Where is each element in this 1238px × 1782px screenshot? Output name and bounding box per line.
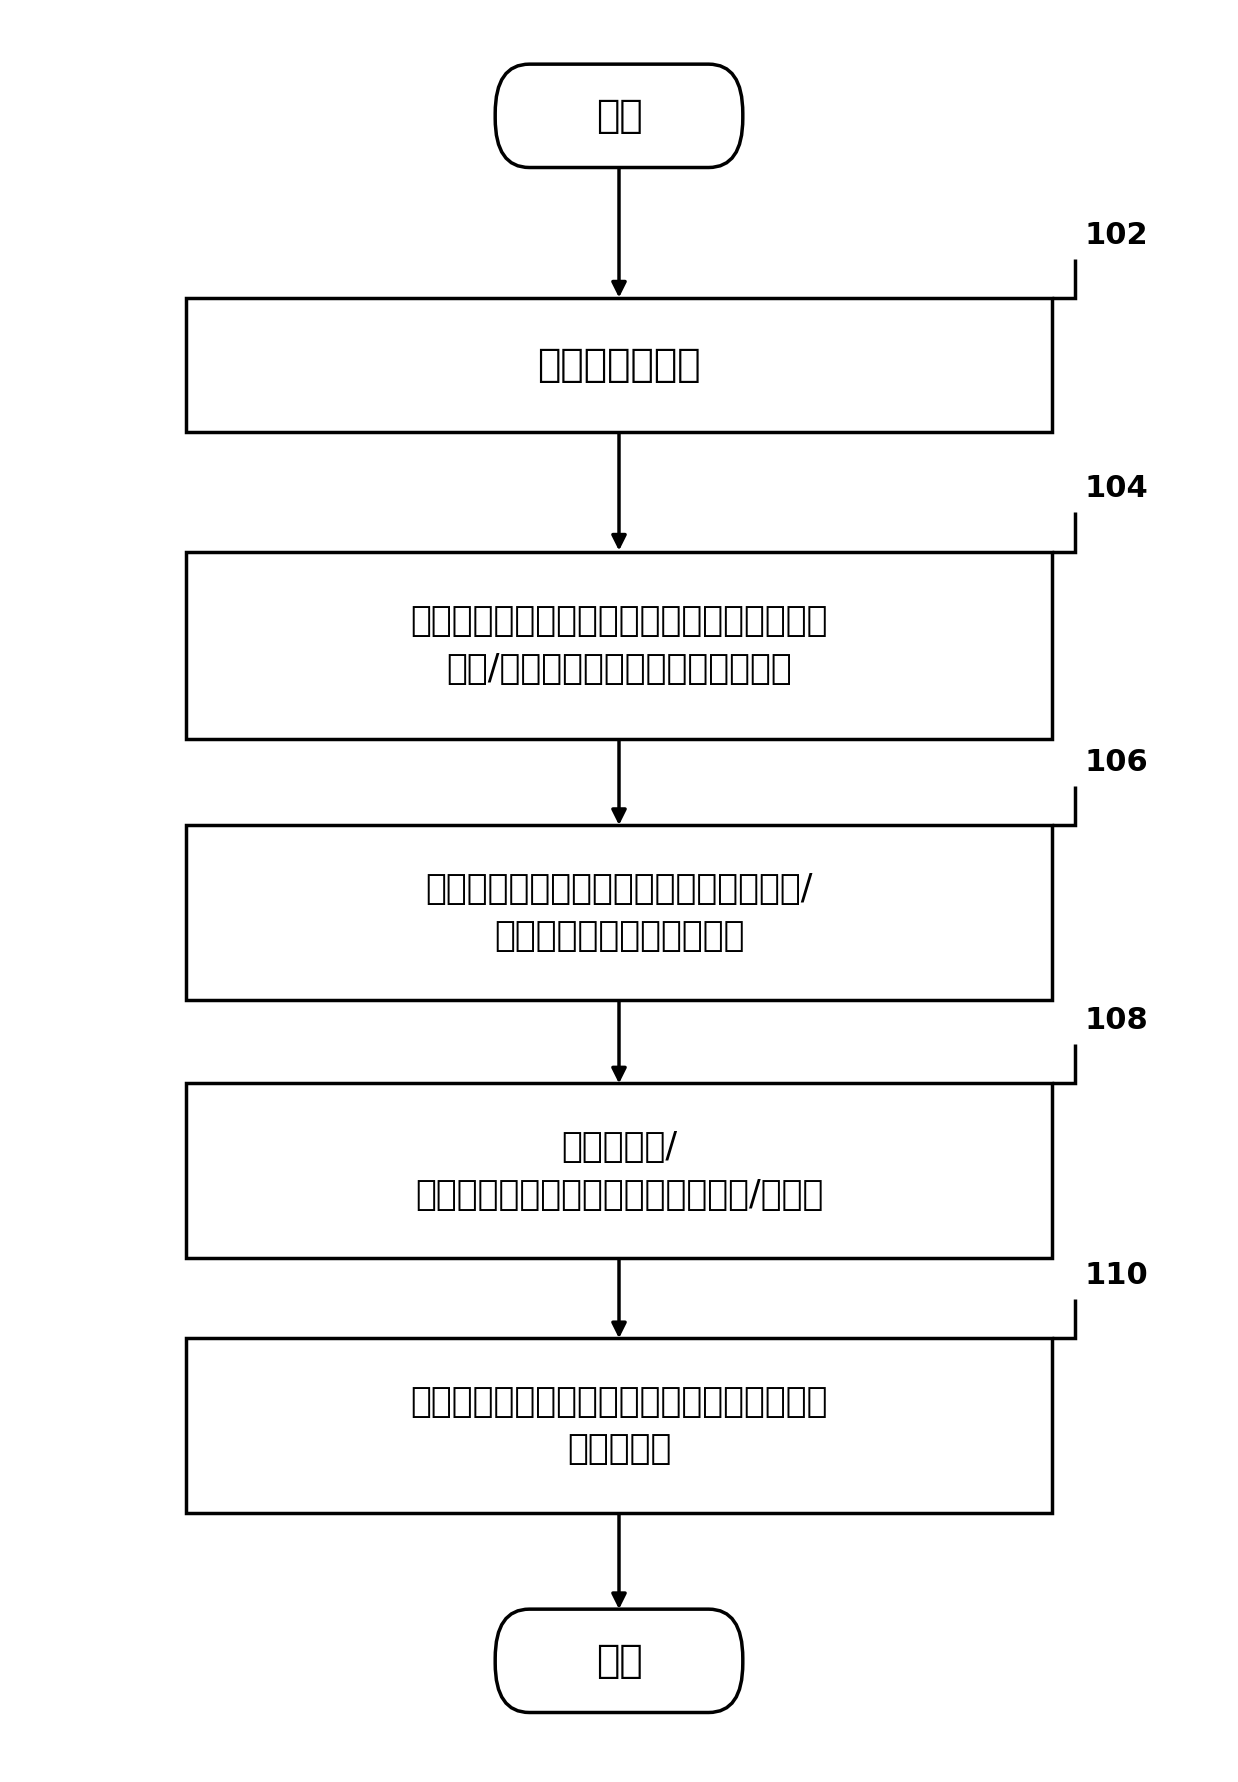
Text: 使用针对辅助区的光刻步骤去除虚拟孔和/
或沟槽底部的第二外延结构: 使用针对辅助区的光刻步骤去除虚拟孔和/ 或沟槽底部的第二外延结构 <box>425 871 813 953</box>
Text: 104: 104 <box>1084 474 1148 503</box>
Bar <box>186 1338 1052 1513</box>
Text: 在沟道孔的底部形成第一外延结构，且在虚拟
孔和/或沟槽的底部形成第二外延结构: 在沟道孔的底部形成第一外延结构，且在虚拟 孔和/或沟槽的底部形成第二外延结构 <box>410 604 828 686</box>
Text: 102: 102 <box>1084 221 1148 249</box>
Bar <box>186 1083 1052 1258</box>
Text: 110: 110 <box>1084 1262 1148 1290</box>
Bar <box>186 298 1052 431</box>
Text: 结束: 结束 <box>595 1641 643 1680</box>
Text: 去除半导体结构表面的氧化物和保护层，且使
沟道孔打开: 去除半导体结构表面的氧化物和保护层，且使 沟道孔打开 <box>410 1385 828 1467</box>
Text: 开始: 开始 <box>595 96 643 135</box>
FancyBboxPatch shape <box>495 64 743 168</box>
Bar <box>186 551 1052 738</box>
Text: 106: 106 <box>1084 748 1148 777</box>
Text: 108: 108 <box>1084 1007 1148 1035</box>
Text: 在虚拟孔和/
或沟槽中沉积氧化物以封闭虚拟孔和/或沟槽: 在虚拟孔和/ 或沟槽中沉积氧化物以封闭虚拟孔和/或沟槽 <box>415 1130 823 1212</box>
FancyBboxPatch shape <box>495 1609 743 1713</box>
Bar <box>186 825 1052 1000</box>
Text: 提供半导体结构: 提供半导体结构 <box>537 346 701 385</box>
